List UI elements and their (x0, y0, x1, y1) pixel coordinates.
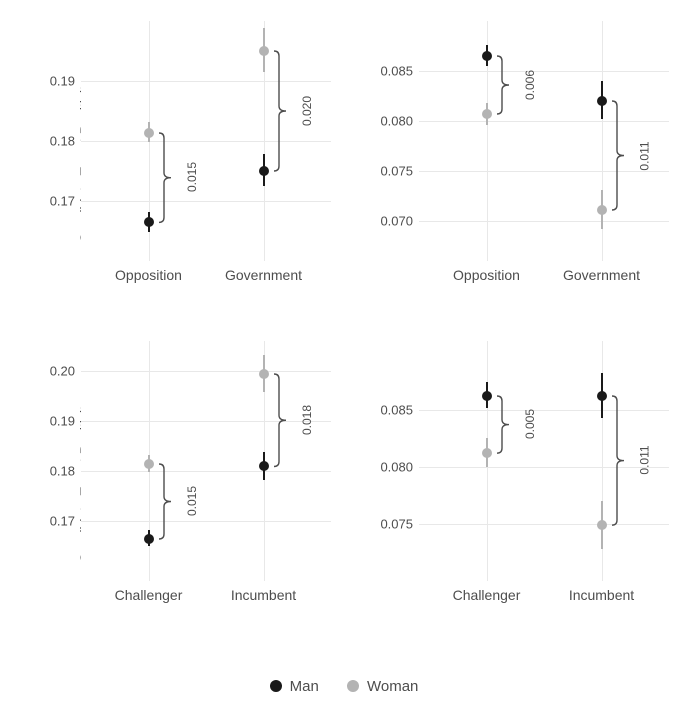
xtick-label: Opposition (453, 261, 520, 283)
gridline-h (81, 371, 331, 372)
gridline-h (81, 471, 331, 472)
diff-label: 0.011 (637, 446, 651, 475)
data-point (259, 369, 269, 379)
chart-panel: Candidate Tweet Negativity0.0700.0750.08… (348, 10, 680, 312)
gridline-h (419, 121, 669, 122)
figure-root: Man Woman Candidate Tweet Positivity0.17… (0, 0, 688, 710)
legend-item-man: Man (270, 678, 319, 695)
data-point (259, 46, 269, 56)
diff-brace (159, 133, 173, 222)
plot-area: 0.170.180.19OppositionGovernment0.0150.0… (81, 21, 331, 261)
chart-panel: Candidate Tweet Positivity0.170.180.190.… (10, 330, 342, 632)
chart-panel: Candidate Tweet Negativity0.0750.0800.08… (348, 330, 680, 632)
gridline-h (419, 221, 669, 222)
diff-label: 0.015 (185, 162, 199, 192)
ytick-label: 0.075 (380, 164, 419, 179)
data-point (597, 205, 607, 215)
data-point (482, 391, 492, 401)
legend: Man Woman (0, 678, 688, 697)
diff-label: 0.018 (300, 405, 314, 435)
diff-brace (612, 396, 626, 525)
ytick-label: 0.20 (50, 364, 81, 379)
diff-brace (159, 464, 173, 539)
data-point (259, 166, 269, 176)
xtick-label: Incumbent (569, 581, 634, 603)
data-point (259, 461, 269, 471)
data-point (597, 391, 607, 401)
ytick-label: 0.18 (50, 464, 81, 479)
plot-area: 0.0750.0800.085ChallengerIncumbent0.0050… (419, 341, 669, 581)
legend-dot-man (270, 680, 282, 692)
gridline-h (419, 524, 669, 525)
data-point (144, 459, 154, 469)
ytick-label: 0.070 (380, 214, 419, 229)
gridline-h (81, 421, 331, 422)
gridline-h (81, 81, 331, 82)
diff-label: 0.015 (185, 486, 199, 516)
ytick-label: 0.19 (50, 74, 81, 89)
gridline-h (81, 201, 331, 202)
ytick-label: 0.17 (50, 514, 81, 529)
diff-label: 0.005 (523, 409, 537, 439)
ytick-label: 0.075 (380, 516, 419, 531)
xtick-label: Challenger (453, 581, 521, 603)
diff-brace (497, 56, 511, 114)
data-point (482, 448, 492, 458)
legend-dot-woman (347, 680, 359, 692)
gridline-h (81, 521, 331, 522)
xtick-label: Challenger (115, 581, 183, 603)
plot-area: 0.0700.0750.0800.085OppositionGovernment… (419, 21, 669, 261)
gridline-h (419, 171, 669, 172)
diff-brace (497, 396, 511, 453)
data-point (597, 520, 607, 530)
legend-item-woman: Woman (347, 678, 418, 695)
gridline-h (419, 71, 669, 72)
ytick-label: 0.085 (380, 64, 419, 79)
xtick-label: Government (225, 261, 302, 283)
ytick-label: 0.085 (380, 402, 419, 417)
legend-label-man: Man (290, 678, 319, 695)
diff-brace (612, 101, 626, 210)
data-point (482, 109, 492, 119)
ytick-label: 0.17 (50, 194, 81, 209)
ytick-label: 0.080 (380, 114, 419, 129)
diff-brace (274, 51, 288, 171)
diff-label: 0.020 (300, 96, 314, 126)
ytick-label: 0.080 (380, 459, 419, 474)
gridline-h (81, 141, 331, 142)
chart-panel: Candidate Tweet Positivity0.170.180.19Op… (10, 10, 342, 312)
legend-label-woman: Woman (367, 678, 418, 695)
gridline-h (419, 410, 669, 411)
data-point (144, 217, 154, 227)
xtick-label: Opposition (115, 261, 182, 283)
ytick-label: 0.19 (50, 414, 81, 429)
plot-area: 0.170.180.190.20ChallengerIncumbent0.015… (81, 341, 331, 581)
xtick-label: Incumbent (231, 581, 296, 603)
diff-label: 0.011 (637, 141, 651, 170)
xtick-label: Government (563, 261, 640, 283)
data-point (597, 96, 607, 106)
diff-brace (274, 374, 288, 467)
ytick-label: 0.18 (50, 134, 81, 149)
diff-label: 0.006 (523, 70, 537, 100)
data-point (482, 51, 492, 61)
gridline-h (419, 467, 669, 468)
data-point (144, 534, 154, 544)
data-point (144, 128, 154, 138)
